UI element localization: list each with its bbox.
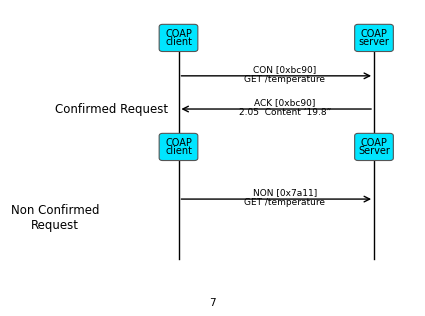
- Text: CON [0xbc90]: CON [0xbc90]: [253, 65, 316, 74]
- Text: Non Confirmed
Request: Non Confirmed Request: [11, 204, 99, 232]
- FancyBboxPatch shape: [354, 24, 393, 52]
- Text: COAP: COAP: [360, 29, 388, 39]
- Text: GET /temperature: GET /temperature: [244, 198, 325, 207]
- Text: 7: 7: [209, 298, 216, 308]
- Text: client: client: [165, 37, 192, 47]
- FancyBboxPatch shape: [159, 133, 198, 161]
- Text: COAP: COAP: [165, 138, 192, 148]
- Text: server: server: [359, 37, 389, 47]
- Text: Server: Server: [358, 146, 390, 156]
- Text: GET /temperature: GET /temperature: [244, 75, 325, 84]
- Text: client: client: [165, 146, 192, 156]
- Text: COAP: COAP: [360, 138, 388, 148]
- Text: COAP: COAP: [165, 29, 192, 39]
- Text: NON [0x7a11]: NON [0x7a11]: [252, 189, 317, 198]
- Text: 2.05  Content ’19.8”: 2.05 Content ’19.8”: [238, 108, 331, 117]
- Text: Confirmed Request: Confirmed Request: [55, 102, 168, 116]
- FancyBboxPatch shape: [354, 133, 393, 161]
- FancyBboxPatch shape: [159, 24, 198, 52]
- Text: ACK [0xbc90]: ACK [0xbc90]: [254, 99, 315, 107]
